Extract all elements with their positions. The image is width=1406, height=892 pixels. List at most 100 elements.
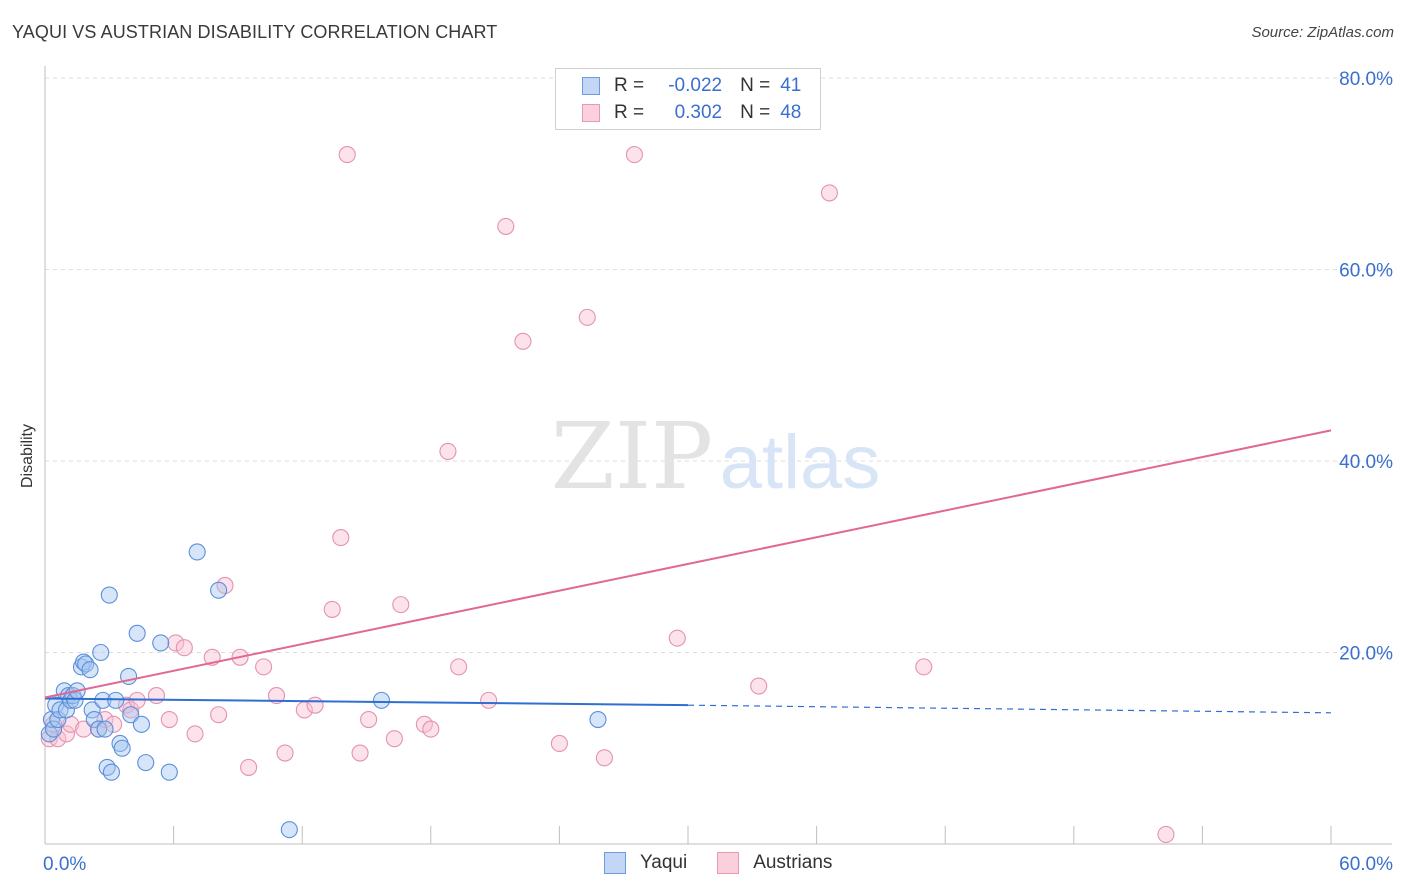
austrian-point (210, 706, 228, 724)
austrian-point (332, 529, 350, 547)
austrian-point (750, 677, 768, 695)
yaqui-point (96, 720, 114, 738)
yaqui-point (92, 643, 110, 662)
yaqui-n-value: 41 (780, 75, 802, 96)
yaqui-legend-swatch (604, 852, 626, 874)
yaqui-point (81, 661, 99, 679)
yaqui-point (589, 710, 607, 729)
legend-row-austrians: R = 0.302 N = 48 (582, 101, 801, 125)
austrian-point (57, 725, 75, 743)
r-label: R = (614, 75, 645, 96)
yaqui-point (107, 691, 125, 709)
grid-lines (45, 77, 1392, 653)
austrian-point (625, 146, 643, 164)
watermark: ZIP atlas (551, 403, 880, 510)
yaqui-point (90, 720, 108, 738)
axes (44, 66, 1392, 845)
austrian-point (422, 720, 440, 738)
yaqui-point (372, 691, 391, 709)
austrian-point (578, 308, 596, 326)
yaqui-point (122, 706, 140, 724)
austrian-point (915, 658, 933, 676)
yaqui-point (210, 581, 228, 599)
austrian-point (595, 749, 613, 767)
austrian-point (360, 710, 378, 729)
r-label: R = (614, 102, 645, 123)
yaqui-point (280, 821, 298, 839)
austrian-point (276, 744, 294, 762)
source-label: Source: ZipAtlas.com (1251, 24, 1394, 41)
austrian-point (267, 687, 286, 705)
yaqui-swatch (582, 77, 600, 95)
trend-lines (44, 429, 1332, 714)
legend-row-yaqui: R = -0.022 N = 41 (582, 74, 801, 98)
x-tick-label: 0.0% (43, 854, 86, 875)
austrian-point (1157, 825, 1175, 843)
y-tick-label: 40.0% (1339, 452, 1393, 473)
y-tick-label: 80.0% (1339, 69, 1393, 90)
x-tick-label: 60.0% (1339, 854, 1393, 875)
austrian-point (392, 596, 410, 614)
austrian-point (480, 691, 498, 709)
austrian-point (186, 725, 204, 743)
austrian-point (167, 634, 185, 652)
yaqui-point (94, 691, 112, 709)
watermark-zip: ZIP (551, 403, 713, 510)
chart-title: YAQUI VS AUSTRIAN DISABILITY CORRELATION… (12, 22, 498, 42)
austrian-point (255, 658, 273, 676)
austrian-point (338, 146, 356, 164)
austrians-n-value: 48 (780, 102, 802, 123)
austrian-point (240, 758, 258, 776)
yaqui-point (188, 543, 206, 561)
yaqui-point (137, 754, 155, 772)
austrian-point (820, 184, 839, 202)
yaqui-point (113, 739, 131, 757)
yaqui-legend-label: Yaqui (640, 852, 688, 873)
yaqui-trend-extension (687, 704, 1332, 714)
austrian-point (122, 701, 140, 719)
austrian-trend-line (44, 429, 1332, 699)
y-tick-label: 20.0% (1339, 644, 1393, 665)
yaqui-point (152, 634, 170, 652)
tick-labels: 20.0% 40.0% 60.0% 80.0% 0.0% 60.0% (43, 69, 1393, 875)
austrian-point (351, 744, 369, 762)
n-label: N = (740, 102, 771, 123)
austrian-point (497, 217, 515, 235)
legend-item-yaqui[interactable]: Yaqui (604, 852, 687, 874)
yaqui-point (100, 586, 118, 604)
watermark-atlas: atlas (720, 420, 881, 505)
austrian-point (175, 639, 193, 657)
y-tick-label: 60.0% (1339, 261, 1393, 282)
austrian-point (385, 730, 403, 748)
data-points (40, 146, 1175, 843)
n-label: N = (740, 75, 771, 96)
austrian-point (550, 734, 568, 753)
yaqui-point (128, 624, 146, 642)
yaqui-point (132, 715, 150, 733)
austrians-swatch (582, 104, 600, 122)
legend-item-austrians[interactable]: Austrians (717, 852, 832, 874)
yaqui-point (85, 710, 103, 729)
austrian-point (49, 730, 67, 748)
yaqui-point (51, 701, 69, 719)
austrian-point (668, 629, 686, 647)
austrian-point (147, 687, 166, 705)
austrians-legend-swatch (717, 852, 740, 874)
yaqui-point (160, 763, 178, 781)
yaqui-point (102, 763, 120, 781)
austrians-r-value: 0.302 (674, 102, 723, 123)
yaqui-point (57, 701, 75, 719)
austrian-point (160, 710, 178, 729)
yaqui-point (45, 720, 63, 738)
austrian-point (439, 442, 457, 460)
correlation-legend: R = -0.022 N = 41 R = 0.302 N = 48 (555, 68, 821, 130)
yaqui-trend-line (44, 697, 689, 707)
yaqui-r-value: -0.022 (668, 75, 723, 96)
austrian-point (514, 332, 532, 350)
austrians-legend-label: Austrians (753, 852, 833, 873)
austrian-point (75, 720, 93, 738)
series-legend: Yaqui Austrians (604, 852, 862, 874)
austrian-point (450, 658, 468, 676)
austrian-point (306, 696, 324, 714)
